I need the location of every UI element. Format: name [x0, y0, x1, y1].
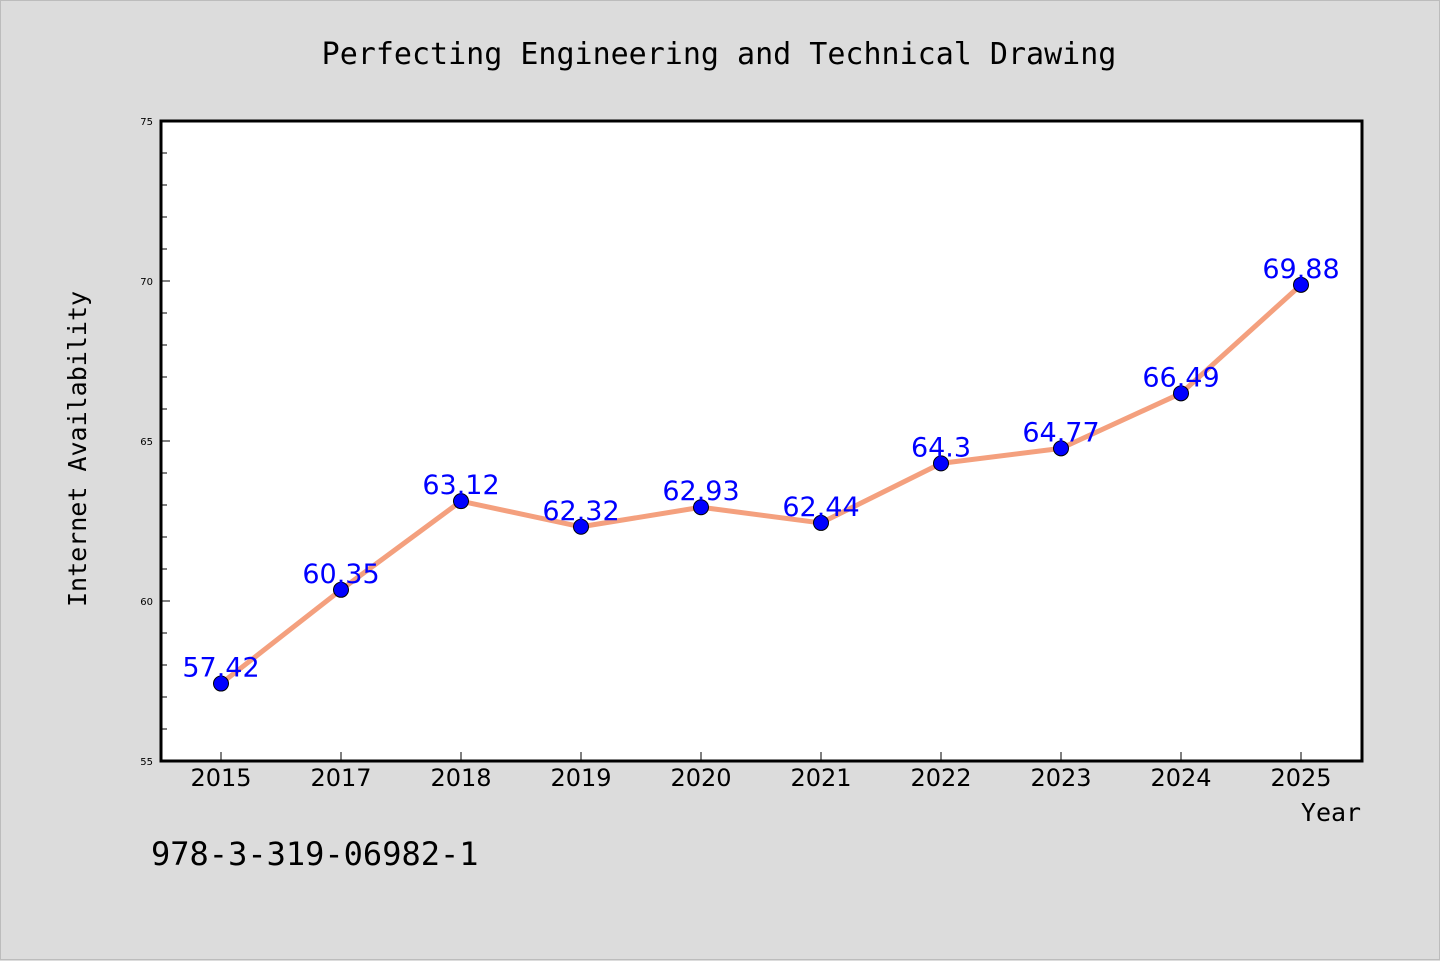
y-tick-label: 60 — [140, 597, 153, 608]
y-tick-label: 65 — [140, 437, 153, 448]
data-label: 57.42 — [182, 653, 259, 684]
x-tick-label: 2025 — [1270, 764, 1331, 792]
x-axis-label: Year — [1301, 798, 1361, 827]
x-tick-label: 2019 — [550, 764, 611, 792]
isbn-text: 978-3-319-06982-1 — [151, 835, 479, 873]
plot-area — [161, 121, 1362, 761]
data-label: 63.12 — [422, 470, 499, 501]
data-point-marker — [1053, 440, 1069, 457]
data-label: 64.3 — [911, 432, 971, 463]
chart-title: Perfecting Engineering and Technical Dra… — [322, 37, 1117, 72]
data-point-marker — [1293, 276, 1309, 293]
y-tick-label: 55 — [140, 757, 153, 768]
data-point-marker — [573, 518, 589, 535]
series-line-group — [218, 282, 1304, 687]
y-tick-label: 75 — [140, 117, 153, 128]
data-point-marker — [333, 581, 349, 598]
data-label: 66.49 — [1142, 362, 1219, 393]
data-label: 64.77 — [1022, 417, 1099, 448]
y-tick-label: 70 — [140, 277, 153, 288]
series-markers-group — [213, 276, 1309, 692]
x-tick-label: 2021 — [790, 764, 851, 792]
x-tick-label: 2024 — [1150, 764, 1211, 792]
x-axis-tick-labels: 2015 2017 2018 2019 2020 2021 2022 2023 2024 2025 — [190, 764, 1331, 792]
data-label: 62.44 — [782, 492, 859, 523]
data-point-marker — [1173, 385, 1189, 402]
data-point-marker — [213, 675, 229, 692]
data-label: 62.93 — [662, 476, 739, 507]
data-point-marker — [453, 493, 469, 510]
y-axis-tick-labels: 55 60 65 70 75 — [140, 117, 153, 768]
x-tick-label: 2018 — [430, 764, 491, 792]
y-axis-label: Internet Availability — [63, 291, 92, 607]
x-tick-label: 2023 — [1030, 764, 1091, 792]
x-tick-label: 2015 — [190, 764, 251, 792]
data-label: 69.88 — [1262, 254, 1339, 285]
x-tick-label: 2022 — [910, 764, 971, 792]
plot-border — [159, 119, 1364, 763]
series-line — [218, 282, 1304, 687]
data-labels-group: 57.42 60.35 63.12 62.32 62.93 62.44 64.3 64.77 6… — [182, 254, 1339, 684]
x-tick-label: 2017 — [310, 764, 371, 792]
data-point-marker — [813, 514, 829, 531]
data-label: 60.35 — [302, 559, 379, 590]
data-point-marker — [933, 455, 949, 472]
data-label: 62.32 — [542, 496, 619, 527]
x-tick-label: 2020 — [670, 764, 731, 792]
data-point-marker — [693, 499, 709, 516]
